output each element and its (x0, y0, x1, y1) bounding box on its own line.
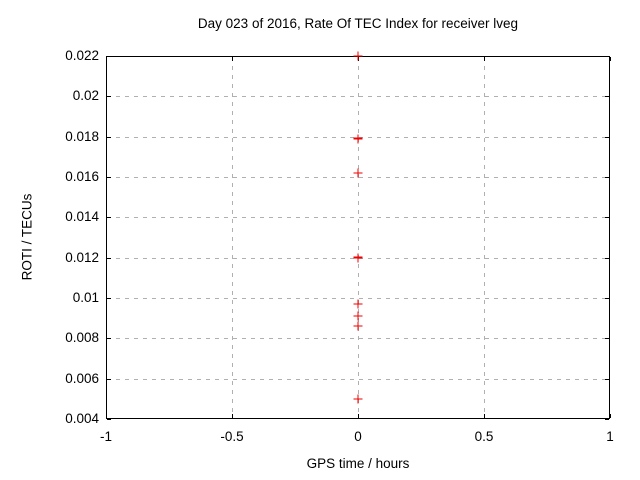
horizontal-gridline (107, 298, 609, 299)
y-tick-left (107, 419, 111, 420)
vertical-gridline (232, 57, 233, 418)
y-tick-left (107, 379, 111, 380)
y-tick-label: 0.014 (65, 209, 99, 224)
y-tick-label: 0.012 (65, 250, 99, 265)
x-tick-label: 0.5 (474, 429, 494, 444)
plot-area-frame (106, 56, 610, 419)
x-tick-bottom (358, 414, 359, 418)
vertical-gridline (484, 57, 485, 418)
x-tick-top (106, 57, 107, 61)
y-tick-label: 0.004 (65, 411, 99, 426)
y-tick-right (605, 177, 609, 178)
horizontal-gridline (107, 379, 609, 380)
horizontal-gridline (107, 96, 609, 97)
y-tick-left (107, 217, 111, 218)
data-point-marker (353, 168, 363, 178)
data-point-marker (353, 134, 363, 144)
y-tick-label: 0.018 (65, 129, 99, 144)
x-tick-top (232, 57, 233, 61)
y-tick-label: 0.022 (65, 48, 99, 63)
data-point-marker (353, 299, 363, 309)
x-tick-top (610, 57, 611, 61)
vertical-gridline (358, 57, 359, 418)
y-tick-label: 0.02 (72, 88, 99, 103)
y-tick-label: 0.008 (65, 330, 99, 345)
y-tick-left (107, 137, 111, 138)
y-tick-right (605, 137, 609, 138)
chart-title: Day 023 of 2016, Rate Of TEC Index for r… (197, 16, 519, 31)
x-tick-bottom (232, 414, 233, 418)
y-tick-label: 0.01 (72, 290, 99, 305)
horizontal-gridline (107, 177, 609, 178)
x-tick-label: -0.5 (220, 429, 244, 444)
y-tick-label: 0.006 (65, 371, 99, 386)
x-tick-bottom (106, 414, 107, 418)
y-tick-right (605, 56, 609, 57)
y-tick-left (107, 258, 111, 259)
data-point-marker (353, 311, 363, 321)
x-axis-title: GPS time / hours (306, 456, 410, 471)
x-tick-bottom (610, 414, 611, 418)
y-tick-right (605, 298, 609, 299)
y-tick-left (107, 298, 111, 299)
x-tick-label: 1 (606, 429, 614, 444)
y-axis-title: ROTI / TECUs (19, 193, 35, 281)
y-tick-left (107, 177, 111, 178)
x-tick-label: 0 (354, 429, 362, 444)
x-tick-bottom (484, 414, 485, 418)
horizontal-gridline (107, 217, 609, 218)
y-tick-right (605, 419, 609, 420)
data-point-marker (353, 253, 363, 263)
x-tick-top (484, 57, 485, 61)
y-tick-left (107, 96, 111, 97)
y-tick-left (107, 338, 111, 339)
data-point-marker (353, 394, 363, 404)
data-point-marker (353, 321, 363, 331)
y-tick-left (107, 56, 111, 57)
y-tick-right (605, 338, 609, 339)
y-tick-right (605, 217, 609, 218)
y-tick-right (605, 258, 609, 259)
y-tick-right (605, 96, 609, 97)
y-tick-label: 0.016 (65, 169, 99, 184)
horizontal-gridline (107, 338, 609, 339)
y-tick-right (605, 379, 609, 380)
x-tick-label: -1 (99, 429, 112, 444)
data-point-marker (353, 51, 363, 61)
